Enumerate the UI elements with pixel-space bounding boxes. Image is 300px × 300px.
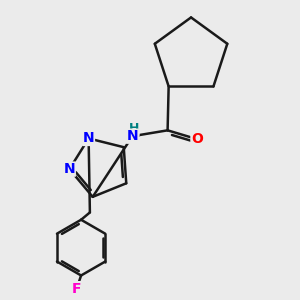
Text: O: O xyxy=(191,132,203,146)
Text: N: N xyxy=(83,131,94,146)
Text: F: F xyxy=(72,282,81,296)
Text: N: N xyxy=(64,162,75,176)
Text: N: N xyxy=(127,129,138,143)
Text: H: H xyxy=(129,122,139,135)
